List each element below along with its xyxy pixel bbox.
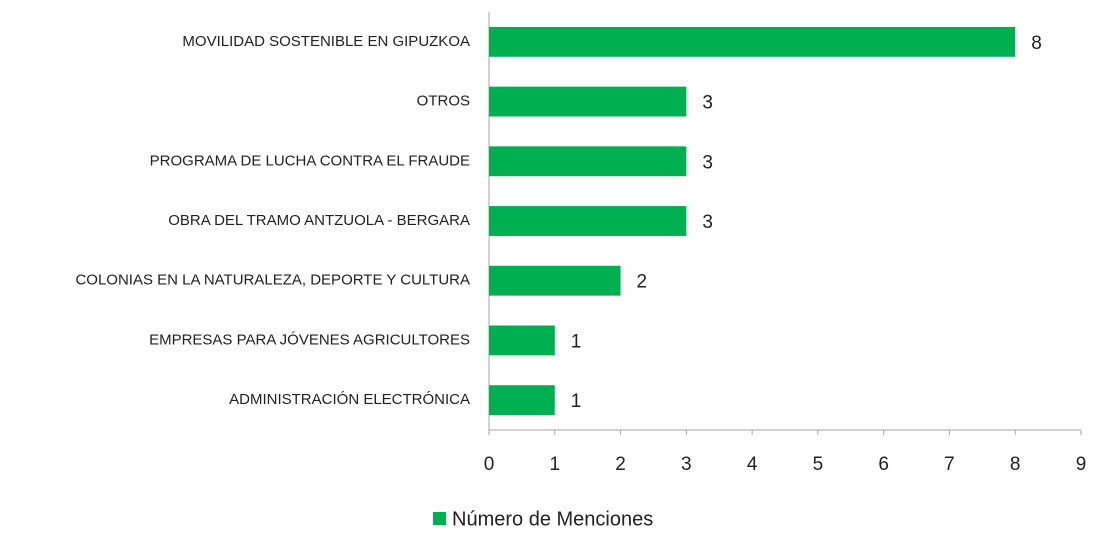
y-tick-label: MOVILIDAD SOSTENIBLE EN GIPUZKOA (182, 33, 470, 50)
y-tick-label: OBRA DEL TRAMO ANTZUOLA - BERGARA (168, 212, 470, 229)
bar (489, 325, 555, 356)
bar (489, 265, 621, 296)
legend-swatch (433, 512, 446, 525)
x-tick-label: 1 (549, 454, 560, 475)
data-label: 3 (702, 212, 713, 233)
bar (489, 86, 687, 117)
data-label: 3 (702, 152, 713, 173)
x-tick-label: 3 (681, 454, 692, 475)
legend-label: Número de Menciones (452, 508, 653, 530)
bar (489, 385, 555, 416)
y-tick-label: OTROS (417, 93, 470, 110)
y-tick-label: ADMINISTRACIÓN ELECTRÓNICA (229, 391, 470, 408)
x-tick-label: 2 (615, 454, 626, 475)
y-tick-label: COLONIAS EN LA NATURALEZA, DEPORTE Y CUL… (75, 272, 470, 289)
bar (489, 146, 687, 177)
x-tick-label: 0 (484, 454, 495, 475)
x-tick-label: 7 (944, 454, 955, 475)
data-label: 1 (571, 391, 582, 412)
data-label: 1 (571, 331, 582, 352)
x-tick-label: 8 (1010, 454, 1021, 475)
y-tick-label: PROGRAMA DE LUCHA CONTRA EL FRAUDE (150, 152, 470, 169)
bar (489, 206, 687, 236)
y-tick-label: EMPRESAS PARA JÓVENES AGRICULTORES (149, 331, 470, 348)
x-tick-label: 5 (813, 454, 824, 475)
x-tick-label: 9 (1076, 454, 1087, 475)
data-label: 3 (702, 93, 713, 114)
data-label: 2 (637, 272, 648, 293)
x-tick-label: 6 (878, 454, 889, 475)
data-label: 8 (1031, 33, 1042, 54)
bar (489, 26, 1016, 57)
x-tick-label: 4 (747, 454, 758, 475)
